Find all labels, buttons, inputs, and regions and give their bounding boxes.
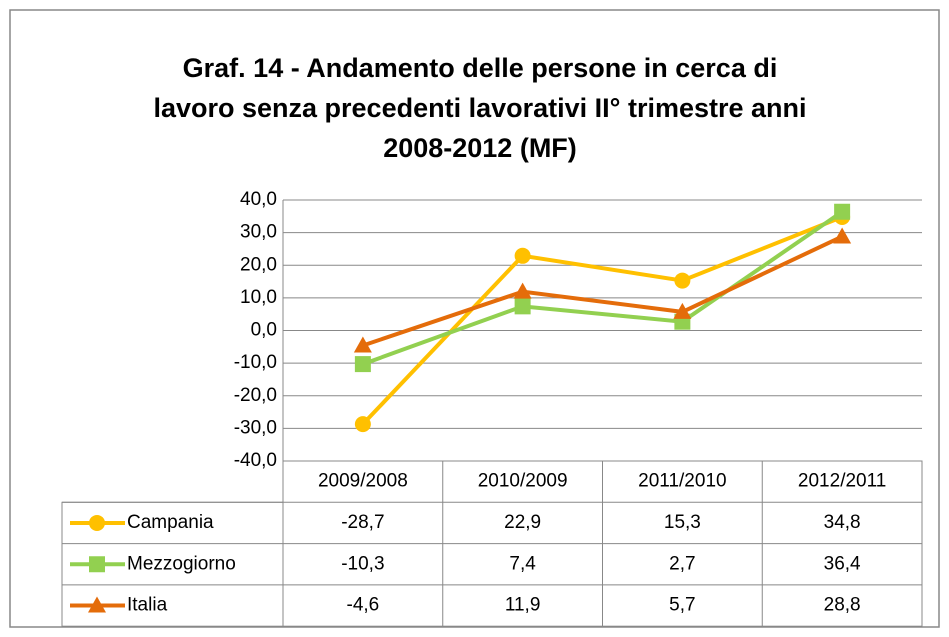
y-tick-label: 0,0	[251, 320, 277, 341]
y-tick-label: -20,0	[234, 385, 277, 406]
marker	[353, 336, 372, 353]
legend-label: Mezzogiorno	[127, 553, 236, 574]
marker	[89, 514, 105, 531]
table-cell: 15,3	[664, 512, 701, 533]
table-cell: -28,7	[341, 512, 384, 533]
y-tick-label: -30,0	[234, 417, 277, 438]
table-cell: 28,8	[824, 595, 861, 616]
table-cell: 34,8	[824, 512, 861, 533]
series-line	[361, 215, 843, 426]
chart-border	[9, 9, 940, 628]
marker	[354, 416, 371, 433]
series-line	[362, 234, 843, 348]
y-tick-label: -40,0	[234, 450, 277, 471]
y-tick-label: 10,0	[240, 287, 277, 308]
y-tick-label: 20,0	[240, 254, 277, 275]
chart-title: Graf. 14 - Andamento delle persone in ce…	[183, 53, 778, 83]
x-tick-label: 2011/2010	[638, 471, 726, 492]
marker	[88, 596, 106, 613]
marker	[834, 203, 851, 220]
legend-label: Campania	[127, 512, 214, 533]
marker	[833, 227, 852, 244]
marker	[514, 298, 531, 315]
y-tick-label: 40,0	[240, 189, 277, 210]
table-cell: 11,9	[505, 595, 541, 616]
legend-label: Italia	[127, 595, 168, 616]
x-tick-label: 2012/2011	[798, 471, 886, 492]
table-cell: 2,7	[669, 553, 695, 574]
table-cell: 5,7	[669, 595, 695, 616]
chart-title: lavoro senza precedenti lavorativi II° t…	[153, 93, 806, 123]
marker	[514, 247, 531, 264]
table-cell: -4,6	[347, 595, 380, 616]
table-cell: 36,4	[824, 553, 861, 574]
y-tick-label: -10,0	[234, 352, 277, 373]
marker	[674, 272, 691, 289]
x-tick-label: 2009/2008	[318, 471, 408, 492]
marker	[354, 356, 371, 373]
table-cell: 22,9	[504, 512, 541, 533]
table-cell: 7,4	[509, 553, 536, 574]
x-tick-label: 2010/2009	[478, 471, 568, 492]
marker	[89, 556, 105, 573]
marker	[673, 302, 692, 319]
chart-title: 2008-2012 (MF)	[383, 133, 577, 163]
series-line	[362, 210, 844, 366]
y-tick-label: 30,0	[240, 222, 277, 243]
table-cell: -10,3	[341, 553, 384, 574]
marker	[513, 282, 532, 299]
